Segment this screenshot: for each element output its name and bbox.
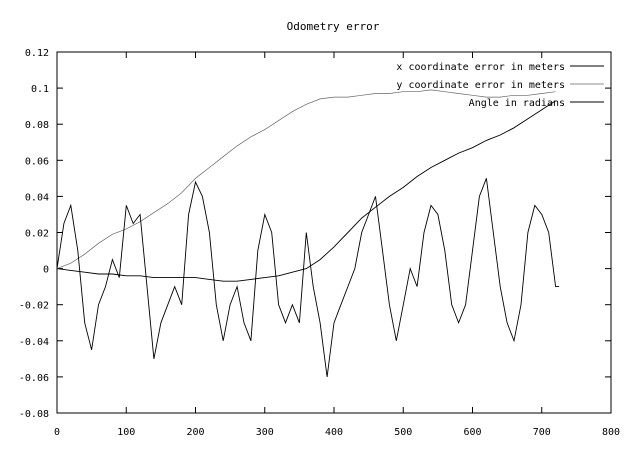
x-tick-label: 400 <box>325 427 343 438</box>
x-tick-label: 100 <box>117 427 135 438</box>
x-tick-label: 500 <box>394 427 412 438</box>
y-tick-label: -0.04 <box>19 337 49 348</box>
x-tick-label: 600 <box>463 427 481 438</box>
y-tick-label: 0.02 <box>25 229 49 240</box>
y-tick-label: -0.06 <box>19 373 49 384</box>
legend: x coordinate error in meters y coordinate… <box>396 62 604 109</box>
x-tick-label: 700 <box>533 427 551 438</box>
legend-label: x coordinate error in meters <box>396 62 565 73</box>
y-tick-label: 0.12 <box>25 48 49 59</box>
series-line-3 <box>56 178 560 377</box>
x-tick-label: 200 <box>186 427 204 438</box>
series-line-2 <box>56 89 556 269</box>
y-tick-label: -0.02 <box>19 301 49 312</box>
y-tick-label: -0.08 <box>19 409 49 420</box>
y-tick-label: 0 <box>43 265 49 276</box>
y-tick-label: 0.1 <box>31 84 49 95</box>
x-tick-label: 0 <box>54 427 60 438</box>
y-tick-label: 0.08 <box>25 120 49 131</box>
y-tick-label: 0.06 <box>25 156 49 167</box>
y-tick-label: 0.04 <box>25 192 49 203</box>
x-tick-label: 300 <box>256 427 274 438</box>
legend-label: Angle in radians <box>469 98 565 109</box>
series-layer <box>56 89 560 377</box>
x-tick-label: 800 <box>602 427 620 438</box>
axes: 0 100 200 300 400 500 600 700 800 -0.08 -0.06 -0.04… <box>19 48 620 438</box>
legend-label: y coordinate error in meters <box>396 80 565 91</box>
chart-title: Odometry error <box>287 20 380 33</box>
series-line-1 <box>56 100 556 282</box>
